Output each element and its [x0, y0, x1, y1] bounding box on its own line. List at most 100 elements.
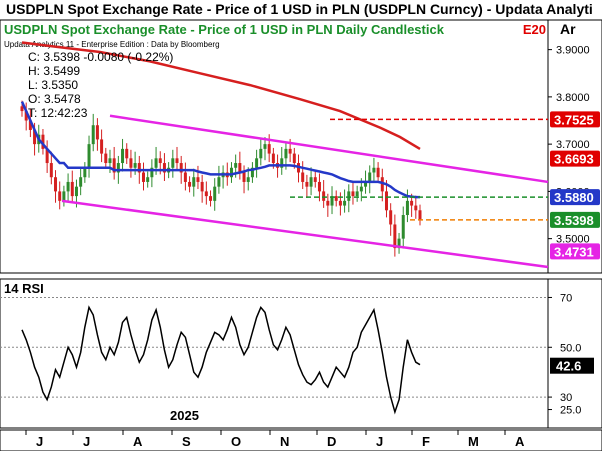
- candle-body: [91, 125, 95, 145]
- candle-body: [271, 153, 275, 164]
- candle-body: [364, 181, 368, 187]
- month-label-j: J: [376, 434, 383, 449]
- candle-body: [347, 191, 351, 201]
- ohlc-readout-line: L: 3.5350: [28, 78, 78, 92]
- ohlc-readout-line: O: 3.5478: [28, 92, 81, 106]
- candle-body: [192, 177, 196, 187]
- chart-subtitle: USDPLN Spot Exchange Rate - Price of 1 U…: [4, 22, 445, 37]
- red-moving-average: [21, 41, 421, 150]
- candle-body: [45, 148, 49, 164]
- rsi-tick-label: 30: [560, 392, 572, 404]
- candle-body: [263, 144, 267, 149]
- candle-body: [200, 181, 204, 192]
- price-axis: [547, 19, 602, 274]
- candle-body: [58, 191, 62, 201]
- candle-body: [301, 172, 305, 182]
- candle-body: [376, 167, 380, 178]
- rsi-value-text: 42.6: [556, 359, 581, 374]
- month-label-f: F: [422, 434, 430, 449]
- ohlc-readout-line: T: 12:42:23: [28, 106, 88, 120]
- price-tick-label: 3.7000: [556, 139, 590, 151]
- price-label-text: 3.6693: [554, 152, 594, 167]
- candle-body: [179, 163, 183, 173]
- price-tick-label: 3.9000: [556, 45, 590, 57]
- rsi-label: 14 RSI: [4, 281, 44, 296]
- candle-body: [137, 163, 141, 173]
- candle-body: [146, 177, 150, 182]
- rsi-tick-label: 25.0: [560, 405, 581, 417]
- price-label-text: 3.7525: [554, 112, 594, 127]
- candle-body: [141, 172, 145, 182]
- candle-body: [280, 158, 284, 168]
- candle-body: [238, 163, 242, 173]
- candle-body: [229, 167, 233, 178]
- month-label-m: M: [468, 434, 479, 449]
- candle-body: [158, 158, 162, 164]
- candle-body: [79, 177, 83, 187]
- candle-body: [104, 153, 108, 164]
- credit-line: Updata Analytics 11 - Enterprise Edition…: [4, 40, 220, 49]
- ohlc-readout-line: C: 3.5398 -0.0080 (-0.22%): [28, 50, 173, 64]
- right-header: Ar: [560, 21, 576, 37]
- candle-body: [330, 196, 334, 206]
- candle-body: [246, 177, 250, 182]
- candle-body: [162, 163, 166, 173]
- candle-body: [313, 177, 317, 182]
- candle-body: [217, 177, 221, 187]
- candle-body: [24, 111, 28, 121]
- rsi-axis: [547, 278, 602, 429]
- candle-body: [28, 120, 32, 130]
- candle-body: [100, 139, 104, 154]
- month-label-a: A: [515, 434, 525, 449]
- candle-body: [171, 158, 175, 168]
- candle-body: [83, 167, 87, 178]
- month-label-s: S: [182, 434, 191, 449]
- candle-body: [175, 158, 179, 164]
- price-tick-label: 3.8000: [556, 92, 590, 104]
- candle-body: [372, 167, 376, 173]
- candle-body: [62, 191, 66, 201]
- candle-body: [305, 181, 309, 187]
- candle-body: [384, 191, 388, 211]
- price-label-text: 3.4731: [554, 244, 594, 259]
- candle-body: [74, 186, 78, 197]
- rsi-panel: [0, 278, 549, 429]
- channel-lower-line: [61, 199, 549, 269]
- candle-body: [49, 163, 53, 178]
- year-label: 2025: [170, 408, 199, 423]
- candle-body: [351, 191, 355, 197]
- candle-body: [267, 144, 271, 154]
- candle-body: [33, 129, 37, 145]
- candle-body: [410, 200, 414, 206]
- price-label-text: 3.5398: [554, 213, 594, 228]
- candle-body: [405, 200, 409, 216]
- candle-body: [41, 134, 45, 149]
- candle-body: [288, 148, 292, 154]
- candle-body: [150, 167, 154, 178]
- candle-body: [255, 158, 259, 168]
- candle-body: [204, 191, 208, 197]
- candle-body: [397, 238, 401, 249]
- blue-moving-average: [20, 101, 420, 199]
- candle-body: [129, 158, 133, 168]
- candle-body: [380, 177, 384, 192]
- rsi-line: [21, 305, 421, 415]
- candle-body: [368, 172, 372, 182]
- candle-body: [414, 205, 418, 211]
- price-label-box: [550, 243, 600, 260]
- candle-body: [125, 148, 129, 159]
- candle-body: [317, 181, 321, 192]
- candle-body: [108, 158, 112, 164]
- candle-body: [196, 177, 200, 182]
- candle-body: [292, 153, 296, 164]
- candle-body: [54, 177, 58, 192]
- candle-body: [112, 158, 116, 173]
- candle-body: [87, 144, 91, 168]
- candle-body: [401, 215, 405, 239]
- candle-body: [95, 125, 99, 140]
- month-label-j: J: [36, 434, 43, 449]
- candle-body: [343, 200, 347, 206]
- candle-body: [393, 224, 397, 249]
- candle-body: [250, 167, 254, 178]
